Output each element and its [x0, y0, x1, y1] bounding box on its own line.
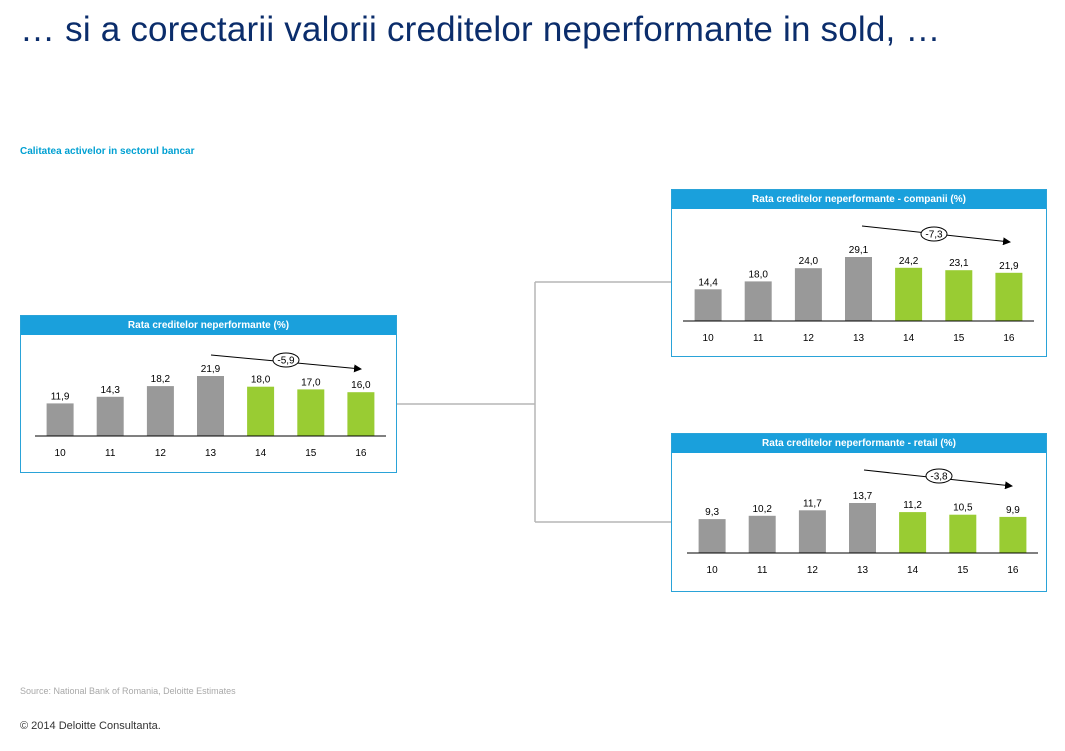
tick-label: 12: [155, 448, 167, 459]
data-label: 13,7: [853, 491, 873, 502]
tick-label: 11: [757, 565, 768, 576]
tick-label: 11: [105, 448, 116, 459]
data-label: 10,2: [752, 504, 772, 515]
data-label: 10,5: [953, 503, 973, 514]
data-label: 11,2: [903, 500, 922, 511]
tick-label: 10: [703, 333, 715, 344]
bar: [945, 270, 973, 321]
tick-label: 10: [707, 565, 719, 576]
data-label: 9,9: [1006, 505, 1020, 516]
tick-label: 15: [953, 333, 965, 344]
bar: [899, 512, 927, 553]
tick-label: 14: [903, 333, 915, 344]
data-label: 23,1: [949, 258, 969, 269]
bar: [999, 516, 1027, 553]
tick-label: 12: [803, 333, 815, 344]
panel-title: Rata creditelor neperformante - companii…: [672, 190, 1046, 209]
tick-label: 10: [55, 448, 67, 459]
bar: [698, 519, 726, 553]
data-label: 29,1: [849, 245, 869, 256]
annotation-bubble: [925, 468, 953, 484]
bar: [744, 281, 772, 321]
bar: [798, 510, 826, 553]
tick-label: 15: [957, 565, 969, 576]
tick-label: 13: [205, 448, 217, 459]
bar: [96, 396, 124, 436]
bar: [995, 272, 1023, 321]
tick-label: 11: [753, 333, 764, 344]
page-title: … si a corectarii valorii creditelor nep…: [20, 10, 941, 49]
panel-npl-total: Rata creditelor neperformante (%) 11,9 10…: [20, 315, 397, 473]
tick-label: 15: [305, 448, 317, 459]
copyright: © 2014 Deloitte Consultanta.: [20, 720, 161, 732]
tick-label: 12: [807, 565, 819, 576]
bar: [845, 257, 872, 321]
data-label: 21,9: [999, 261, 1019, 272]
data-label: 24,0: [799, 256, 819, 267]
bar: [297, 389, 325, 436]
data-label: 11,7: [803, 498, 822, 509]
annotation-label: -5,9: [277, 356, 295, 367]
chart-npl-total: 11,9 10 14,3 11 18,2 12 21,9 13 18,0 14 17,0 15 16,0…: [35, 352, 386, 459]
tick-label: 16: [355, 448, 367, 459]
data-label: 14,4: [698, 277, 718, 288]
bar: [694, 289, 722, 321]
data-label: 14,3: [100, 385, 120, 396]
panel-npl-companies: Rata creditelor neperformante - companii…: [671, 189, 1047, 357]
tick-label: 13: [857, 565, 869, 576]
tick-label: 16: [1003, 333, 1015, 344]
bar: [146, 386, 174, 436]
tick-label: 13: [853, 333, 865, 344]
data-label: 17,0: [301, 377, 321, 388]
data-label: 18,0: [251, 375, 271, 386]
source-note: Source: National Bank of Romania, Deloit…: [20, 686, 236, 696]
bar: [748, 515, 776, 553]
annotation-label: -3,8: [930, 472, 948, 483]
bar: [197, 376, 224, 436]
bar: [849, 503, 876, 553]
data-label: 24,2: [899, 256, 919, 267]
chart-npl-companies: 14,4 10 18,0 11 24,0 12 29,1 13 24,2 14 23,1 15 21,9…: [683, 225, 1034, 344]
panel-npl-retail: Rata creditelor neperformante - retail (…: [671, 433, 1047, 592]
bar: [247, 386, 275, 436]
tick-label: 14: [907, 565, 919, 576]
annotation-bubble: [920, 226, 948, 242]
data-label: 18,0: [748, 269, 768, 280]
bar: [46, 403, 74, 436]
panel-title: Rata creditelor neperformante - retail (…: [672, 434, 1046, 453]
tick-label: 14: [255, 448, 267, 459]
section-subtitle: Calitatea activelor in sectorul bancar: [20, 146, 195, 157]
data-label: 18,2: [151, 374, 171, 385]
tick-label: 16: [1007, 565, 1019, 576]
data-label: 11,9: [51, 391, 70, 402]
data-label: 9,3: [705, 507, 719, 518]
bar: [347, 392, 375, 436]
annotation-bubble: [272, 352, 300, 368]
bar: [895, 267, 923, 321]
data-label: 16,0: [351, 380, 371, 391]
panel-title: Rata creditelor neperformante (%): [21, 316, 396, 335]
bar: [794, 268, 822, 321]
bar: [949, 514, 977, 553]
annotation-label: -7,3: [925, 230, 943, 241]
chart-npl-retail: 9,3 10 10,2 11 11,7 12 13,7 13 11,2 14 10,5 15 9,9 16…: [687, 468, 1038, 576]
data-label: 21,9: [201, 364, 221, 375]
